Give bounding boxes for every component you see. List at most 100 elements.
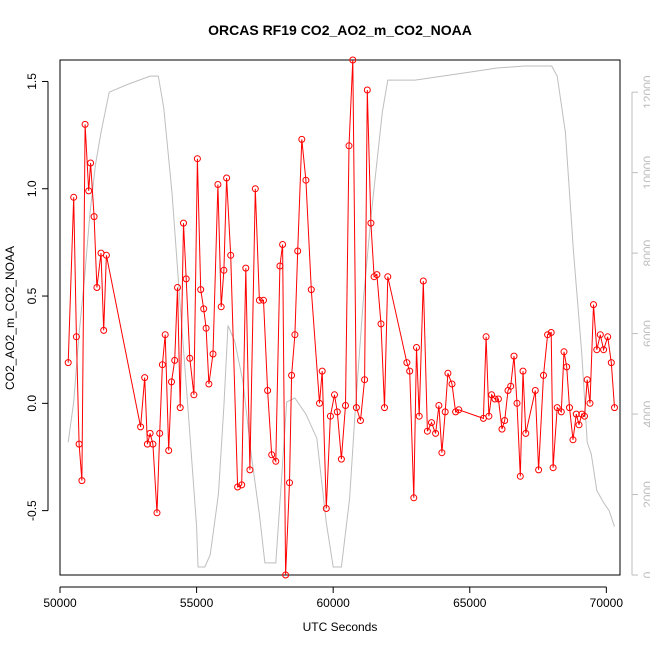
co2-point xyxy=(149,440,157,448)
co2-point xyxy=(428,419,435,427)
co2-point xyxy=(438,449,446,457)
co2-point xyxy=(255,296,263,304)
co2-point xyxy=(560,348,568,356)
x-tick-label: 65000 xyxy=(453,596,487,610)
co2-point xyxy=(583,376,591,384)
co2-point xyxy=(186,354,194,362)
co2-point xyxy=(361,376,369,384)
co2-point xyxy=(590,301,597,309)
co2-point xyxy=(547,329,555,336)
co2-point xyxy=(349,56,357,64)
x-tick-label: 50000 xyxy=(43,596,77,610)
y-tick-label: 0.0 xyxy=(25,395,39,412)
co2-point xyxy=(444,369,452,377)
co2-point xyxy=(75,440,83,448)
y2-tick-label: 0 xyxy=(641,571,650,578)
co2-point xyxy=(607,359,615,367)
co2-point xyxy=(367,219,375,227)
co2-point xyxy=(200,305,208,313)
co2-point xyxy=(182,275,190,283)
x-tick-label: 60000 xyxy=(316,596,350,610)
co2-point xyxy=(513,399,521,407)
co2-point xyxy=(566,404,573,412)
co2-point xyxy=(501,417,509,424)
y-tick-label: 1.5 xyxy=(25,73,39,90)
co2-point xyxy=(176,404,184,412)
co2-point xyxy=(516,472,524,480)
co2-point xyxy=(70,193,78,201)
co2-point xyxy=(403,359,411,367)
co2-point xyxy=(242,264,250,272)
co2-point xyxy=(611,404,618,412)
co2-point xyxy=(146,429,154,437)
co2-point xyxy=(406,367,414,375)
co2-point xyxy=(448,380,456,388)
co2-point xyxy=(322,505,330,512)
co2-point xyxy=(373,271,381,279)
co2-point xyxy=(171,356,179,364)
co2-point xyxy=(491,395,499,403)
co2-point xyxy=(260,296,267,304)
co2-point xyxy=(197,286,205,294)
co2-point xyxy=(268,451,276,459)
co2-point xyxy=(279,241,287,248)
axes: 50000 55000 60000 65000 70000-0.50.00.51.01.… xyxy=(25,73,650,610)
co2-point xyxy=(333,408,341,416)
co2-point xyxy=(569,436,577,444)
y-tick-label: 1.0 xyxy=(25,180,39,197)
co2-point xyxy=(168,378,175,386)
co2-point xyxy=(298,135,306,143)
co2-point xyxy=(90,213,98,221)
co2-point xyxy=(202,324,210,332)
co2-point xyxy=(141,374,149,382)
co2-point xyxy=(326,412,334,420)
co2-point xyxy=(238,481,246,489)
co2-point xyxy=(100,326,108,334)
co2-point xyxy=(246,466,254,474)
co2-point xyxy=(357,417,364,424)
y2-tick-label: 12000 xyxy=(641,75,650,109)
co2-point xyxy=(217,303,225,311)
co2-point xyxy=(93,284,101,291)
co2-point xyxy=(264,387,272,394)
co2-point xyxy=(441,408,449,416)
co2-point xyxy=(419,277,427,285)
co2-point xyxy=(593,346,601,354)
co2-point xyxy=(220,266,228,274)
co2-point xyxy=(600,346,608,354)
co2-point xyxy=(156,429,164,437)
co2-point xyxy=(540,371,547,379)
y2-tick-label: 10000 xyxy=(641,156,650,190)
co2-point xyxy=(432,429,440,437)
co2-point xyxy=(174,284,181,291)
co2-point xyxy=(223,174,231,182)
co2-point xyxy=(78,477,86,485)
co2-point xyxy=(342,402,349,409)
co2-point xyxy=(510,352,518,360)
co2-point xyxy=(294,247,302,255)
co2-point xyxy=(165,447,173,454)
co2-point xyxy=(137,423,145,431)
co2-point xyxy=(522,429,530,437)
x-axis-label: UTC Seconds xyxy=(303,620,378,634)
co2-point xyxy=(291,331,299,339)
co2-point xyxy=(331,391,338,399)
co2-point xyxy=(604,333,612,341)
co2-point xyxy=(316,399,323,407)
y2-tick-label: 6000 xyxy=(641,320,650,347)
co2-point xyxy=(180,219,187,227)
co2-point xyxy=(345,142,353,150)
co2-point xyxy=(563,363,571,371)
co2-point xyxy=(581,412,588,420)
y2-tick-label: 2000 xyxy=(641,481,650,508)
co2-point xyxy=(410,494,418,502)
co2-point xyxy=(161,331,169,339)
co2-point xyxy=(363,86,371,94)
co2-point xyxy=(531,387,539,394)
co2-point xyxy=(488,391,496,399)
y2-tick-label: 4000 xyxy=(641,400,650,427)
plot-frame xyxy=(59,59,621,576)
co2-point xyxy=(535,466,543,474)
co2-point xyxy=(227,251,235,259)
co2-point xyxy=(415,412,423,420)
